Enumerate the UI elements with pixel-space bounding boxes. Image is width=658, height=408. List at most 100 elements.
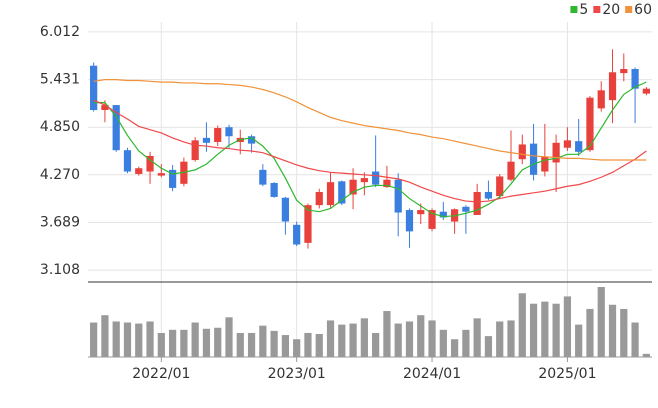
legend-swatch	[570, 6, 578, 13]
volume-bar	[349, 323, 357, 357]
candle-body	[168, 169, 177, 188]
candle-body	[270, 182, 278, 197]
volume-bar	[281, 335, 290, 357]
volume-bar	[315, 334, 323, 357]
candle-body	[157, 173, 165, 176]
y-tick-label: 4.270	[40, 167, 80, 183]
volume-bar	[270, 330, 278, 357]
volume-bar	[236, 332, 244, 357]
candle-body	[225, 127, 233, 137]
candle-body	[586, 97, 594, 151]
candle-body	[135, 168, 143, 174]
candle-body	[620, 68, 628, 74]
legend-swatch	[593, 6, 601, 13]
candle-body	[202, 137, 211, 143]
candle-body	[529, 143, 538, 175]
candle-body	[281, 197, 290, 222]
candle-body	[428, 210, 436, 229]
moving-average-line	[93, 81, 647, 218]
candle-body	[293, 224, 301, 245]
candle-body	[214, 128, 222, 142]
volume-bar	[259, 325, 267, 357]
volume-bar	[112, 321, 120, 357]
volume-bar	[484, 336, 493, 357]
volume-bar	[225, 317, 233, 357]
volume-bar	[631, 322, 639, 357]
volume-bar	[439, 329, 447, 357]
candle-body	[383, 179, 391, 188]
x-tick-label: 2023/01	[268, 366, 326, 382]
candle-body	[360, 178, 368, 183]
volume-bar	[338, 324, 346, 357]
candle-body	[496, 176, 504, 197]
y-tick-label: 4.850	[40, 119, 80, 135]
volume-bar	[597, 287, 605, 357]
volume-bar	[417, 315, 425, 357]
volume-bar	[123, 322, 132, 357]
candle-body	[123, 150, 132, 172]
volume-bar	[518, 293, 526, 357]
volume-bar	[293, 339, 301, 357]
volume-bar	[462, 329, 470, 357]
candle-body	[631, 68, 639, 89]
candle-body	[394, 179, 402, 213]
y-tick-label: 3.108	[40, 262, 80, 278]
volume-bar	[575, 324, 583, 357]
candle-body	[304, 205, 312, 243]
y-tick-label: 3.689	[40, 214, 80, 230]
volume-bar	[101, 315, 109, 357]
candle-body	[191, 140, 199, 161]
volume-bar	[372, 332, 380, 357]
volume-bar	[608, 304, 617, 357]
volume-bar	[405, 321, 414, 357]
volume-bar	[146, 321, 154, 357]
volume-bar	[541, 301, 549, 357]
candle-body	[473, 192, 481, 215]
candle-body	[349, 179, 357, 195]
legend-label: 20	[602, 2, 620, 18]
volume-bar	[620, 308, 628, 357]
candle-body	[608, 72, 617, 101]
candle-body	[541, 156, 549, 172]
volume-bar	[360, 318, 368, 357]
volume-bar	[552, 303, 560, 357]
candle-body	[247, 136, 256, 144]
candle-body	[259, 169, 267, 185]
y-tick-label: 6.012	[40, 24, 80, 40]
volume-bar	[507, 320, 515, 357]
moving-average-line	[93, 79, 647, 161]
volume-bar	[586, 308, 594, 357]
volume-bar	[191, 322, 199, 357]
volume-bar	[202, 328, 211, 357]
volume-bar	[473, 318, 481, 357]
x-tick-label: 2022/01	[132, 366, 190, 382]
candle-body	[518, 144, 526, 160]
volume-bar	[642, 353, 650, 357]
candle-body	[507, 161, 515, 180]
legend-swatch	[625, 6, 633, 13]
candle-body	[597, 90, 605, 109]
volume-bar	[247, 332, 256, 357]
volume-bar	[135, 323, 143, 357]
volume-bar	[563, 296, 572, 357]
x-tick-label: 2024/01	[403, 366, 461, 382]
plot-background	[88, 22, 652, 357]
candle-body	[575, 141, 583, 152]
candle-body	[484, 192, 493, 199]
candle-body	[326, 182, 335, 206]
volume-bar	[529, 303, 538, 357]
candle-body	[439, 211, 447, 218]
candle-body	[462, 206, 470, 212]
volume-bar	[214, 327, 222, 357]
candle-body	[552, 142, 560, 163]
x-tick-label: 2025/01	[538, 366, 596, 382]
volume-bar	[496, 321, 504, 357]
moving-average-line	[93, 99, 647, 203]
volume-bar	[168, 329, 177, 357]
candle-body	[101, 105, 109, 111]
volume-bar	[157, 332, 165, 357]
candle-body	[146, 155, 154, 172]
volume-bar	[180, 329, 188, 357]
volume-bar	[90, 322, 98, 357]
